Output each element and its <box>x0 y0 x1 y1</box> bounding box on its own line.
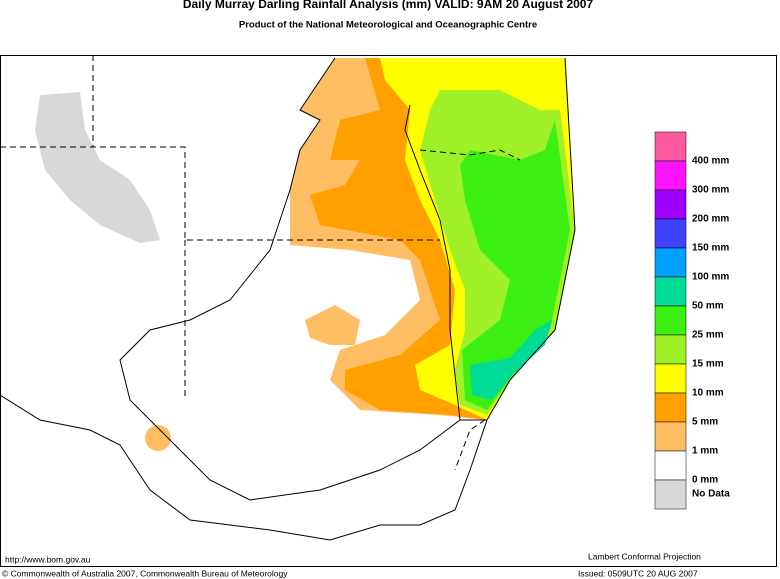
rain-1mm-patch <box>145 425 171 451</box>
projection: Lambert Conformal Projection <box>588 551 701 561</box>
map <box>0 55 777 567</box>
copyright: © Commonwealth of Australia 2007, Common… <box>2 568 288 578</box>
legend-label: 15 mm <box>692 359 724 370</box>
no-data-area <box>35 92 160 243</box>
rain-50mm <box>470 320 552 400</box>
legend-swatch <box>654 363 687 394</box>
legend-label: 5 mm <box>692 417 718 428</box>
legend-swatch <box>654 160 687 191</box>
url: http://www.bom.gov.au <box>5 554 91 564</box>
title: Daily Murray Darling Rainfall Analysis (… <box>183 0 594 11</box>
legend-swatch <box>654 189 687 220</box>
legend-label: 300 mm <box>692 185 729 196</box>
legend-swatch <box>654 305 687 336</box>
coastline <box>0 57 576 541</box>
legend-label: 150 mm <box>692 243 729 254</box>
legend-swatch <box>654 450 687 481</box>
legend-label: 1 mm <box>692 446 718 457</box>
issued: Issued: 0509UTC 20 AUG 2007 <box>578 568 698 578</box>
legend-swatch <box>654 421 687 452</box>
state-border <box>0 55 521 471</box>
legend-label: 200 mm <box>692 214 729 225</box>
legend: 400 mm 300 mm 200 mm 150 mm 100 mm 50 mm 25 mm… <box>654 131 730 510</box>
legend-label: 25 mm <box>692 330 724 341</box>
legend-swatch <box>654 334 687 365</box>
basin-boundary <box>119 57 487 501</box>
legend-label: 0 mm <box>692 475 718 486</box>
legend-label: 50 mm <box>692 301 724 312</box>
legend-swatch <box>654 247 687 278</box>
legend-swatch <box>654 479 687 510</box>
legend-swatch <box>654 276 687 307</box>
legend-label: 10 mm <box>692 388 724 399</box>
legend-swatch <box>654 218 687 249</box>
legend-swatch <box>654 392 687 423</box>
subtitle: Product of the National Meteorological a… <box>239 20 537 31</box>
legend-label: 100 mm <box>692 272 729 283</box>
rain-1mm-patch <box>305 305 360 345</box>
legend-label: 400 mm <box>692 156 729 167</box>
legend-swatch <box>654 131 687 162</box>
legend-label: No Data <box>692 489 730 500</box>
